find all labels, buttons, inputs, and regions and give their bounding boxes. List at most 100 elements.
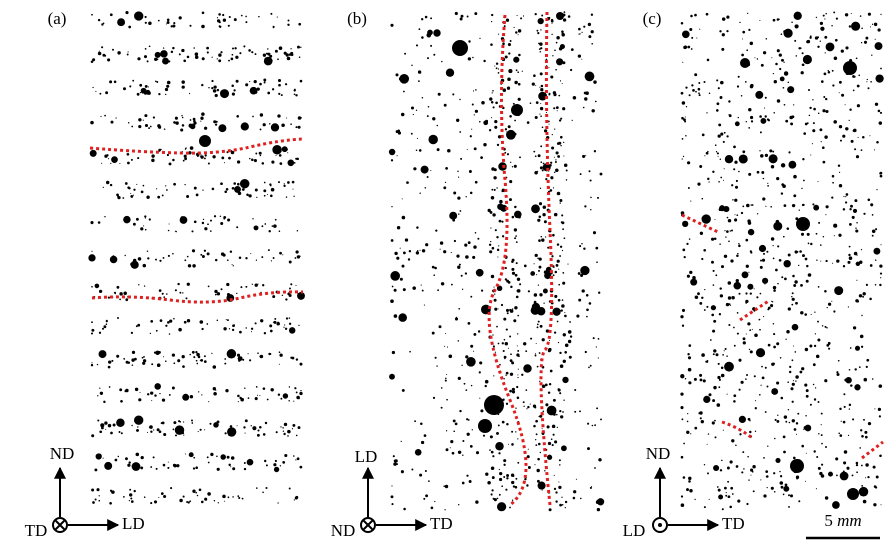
pore (742, 205, 745, 208)
pore (131, 424, 133, 427)
pore (184, 453, 186, 455)
pore (165, 324, 168, 327)
pore (791, 203, 796, 208)
pore (214, 293, 217, 296)
pore (136, 428, 139, 432)
pore (246, 458, 254, 466)
pore (854, 199, 858, 203)
pore (586, 315, 588, 318)
pore (776, 176, 780, 181)
pore (262, 123, 266, 127)
pore (850, 139, 854, 143)
pore (493, 286, 495, 288)
pore (475, 500, 479, 504)
pore (126, 53, 129, 56)
pore (104, 421, 108, 425)
pore (252, 218, 254, 220)
pore (129, 493, 133, 497)
pore (243, 45, 246, 48)
pore (559, 44, 565, 50)
pore (508, 69, 513, 74)
pore (509, 308, 512, 312)
pore (546, 405, 557, 416)
pore (544, 383, 548, 387)
pore (277, 321, 280, 324)
pore (845, 196, 847, 198)
pore (135, 325, 138, 328)
pore (734, 214, 736, 216)
pore (792, 380, 794, 382)
pore (761, 258, 766, 262)
pore (535, 444, 538, 447)
pore (712, 329, 716, 333)
pore (279, 252, 281, 254)
axis-label: LD (122, 514, 145, 533)
pore (142, 361, 146, 365)
pore (504, 358, 506, 360)
pore (172, 158, 175, 162)
pore (97, 221, 101, 224)
pore (108, 158, 110, 160)
pore (144, 21, 147, 24)
pore (824, 290, 827, 293)
pore (298, 22, 302, 26)
pore (105, 323, 108, 325)
pore (154, 57, 158, 61)
pore (494, 351, 496, 353)
pore (586, 308, 589, 312)
pore (140, 190, 144, 194)
pore (173, 421, 177, 425)
pore (874, 408, 876, 410)
pore (555, 500, 558, 503)
pore (567, 339, 572, 344)
pore (591, 485, 593, 488)
pore (718, 313, 722, 316)
pore (793, 11, 802, 20)
pore (788, 160, 797, 169)
pore (567, 263, 569, 265)
pore (445, 377, 447, 380)
pore (503, 338, 506, 341)
pore (876, 141, 879, 144)
pore (546, 454, 553, 460)
pore (742, 341, 746, 345)
pore (210, 219, 212, 222)
pore (556, 36, 560, 40)
pore (424, 15, 428, 19)
pore (690, 14, 693, 18)
pore (496, 325, 498, 328)
pore (396, 225, 401, 230)
pore (723, 254, 728, 258)
pore (425, 243, 429, 247)
pore (558, 283, 561, 286)
pore (559, 80, 562, 82)
pore (264, 57, 266, 59)
pore (283, 183, 285, 185)
pore (254, 397, 258, 401)
pore (730, 486, 734, 490)
pore (854, 384, 861, 391)
pore (174, 116, 178, 120)
pore (721, 47, 725, 51)
pore (764, 107, 766, 109)
pore (236, 292, 238, 295)
pore (823, 72, 827, 76)
pore (750, 204, 753, 206)
pore (716, 403, 721, 407)
pore (203, 360, 207, 363)
pore (808, 114, 811, 117)
pore (557, 388, 560, 391)
pore (215, 94, 218, 97)
pore (519, 156, 521, 159)
pore (759, 150, 761, 152)
pore (128, 187, 131, 190)
pore (725, 302, 730, 307)
pore (464, 272, 468, 275)
pore (475, 451, 480, 455)
pore (162, 47, 165, 49)
pore (141, 90, 145, 94)
pore (479, 37, 481, 40)
pore (167, 229, 170, 232)
pore (114, 458, 118, 462)
pore (560, 135, 563, 139)
